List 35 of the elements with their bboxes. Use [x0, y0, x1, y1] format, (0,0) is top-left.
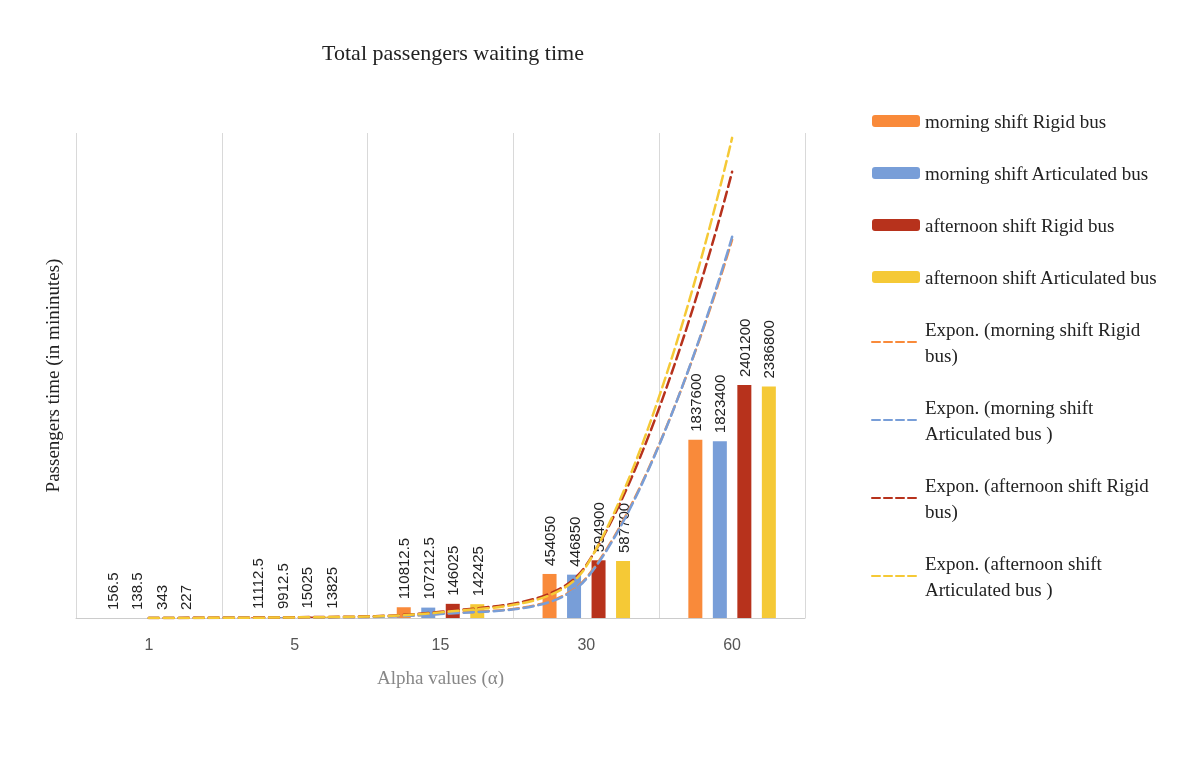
data-label: 138.5: [128, 572, 146, 610]
data-label: 9912.5: [273, 563, 291, 610]
x-axis-title: Alpha values (α): [376, 667, 505, 689]
legend-label: afternoon shift Rigid bus: [925, 214, 1115, 236]
data-label: 142425: [468, 546, 486, 597]
data-label: 2386800: [760, 320, 778, 379]
legend-label: morning shift Articulated bus: [925, 162, 1149, 184]
data-label: 13825: [322, 566, 340, 609]
x-tick-label: 1: [144, 635, 154, 653]
legend-label: Expon. (afternoon shift Articulated bus ): [925, 552, 1107, 601]
data-label: 156.5: [103, 572, 121, 610]
data-label: 107212.5: [419, 537, 437, 600]
x-tick-label: 30: [577, 635, 596, 653]
data-label: 587700: [614, 502, 632, 553]
legend-label: Expon. (afternoon shift Rigid bus): [925, 474, 1154, 523]
data-label: 15025: [298, 566, 316, 609]
x-tick-label: 5: [290, 635, 300, 653]
legend-label: Expon. (morning shift Rigid bus): [925, 318, 1146, 367]
x-tick-label: 60: [723, 635, 742, 653]
data-label: 227: [177, 584, 195, 610]
data-label: 146025: [444, 545, 462, 596]
data-label: 2401200: [735, 318, 753, 378]
y-axis-title: Passengers time (in mininutes): [42, 258, 64, 493]
data-label: 11112.5: [249, 558, 267, 609]
chart-title: Total passengers waiting time: [322, 39, 584, 65]
data-label: 1837600: [686, 373, 704, 432]
data-label: 343: [152, 584, 170, 610]
data-label: 110812.5: [395, 537, 413, 600]
data-label: 454050: [541, 515, 559, 566]
legend-label: Expon. (morning shift Articulated bus ): [925, 396, 1099, 445]
data-label: 446850: [565, 516, 583, 567]
x-tick-label: 15: [431, 635, 450, 653]
legend-label: afternoon shift Articulated bus: [925, 266, 1157, 288]
data-label: 1823400: [711, 374, 729, 434]
legend-label: morning shift Rigid bus: [925, 110, 1107, 132]
